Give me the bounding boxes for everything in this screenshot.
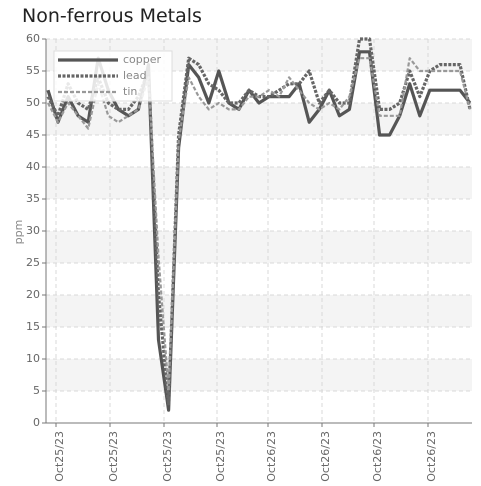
- x-tick-label: Oct26/23: [425, 431, 438, 482]
- y-tick-label: 0: [33, 416, 40, 429]
- legend-label-copper: copper: [123, 53, 162, 66]
- y-tick-label: 45: [26, 128, 40, 141]
- legend: copper lead tin: [54, 51, 172, 101]
- y-tick-label: 55: [26, 64, 40, 77]
- y-tick-label: 35: [26, 192, 40, 205]
- x-tick-label: Oct25/23: [107, 431, 120, 482]
- y-axis-label: ppm: [12, 220, 25, 245]
- x-tick-label: Oct26/23: [371, 431, 384, 482]
- y-tick-label: 15: [26, 320, 40, 333]
- x-tick-label: Oct25/23: [161, 431, 174, 482]
- y-tick-label: 40: [26, 160, 40, 173]
- y-tick-label: 25: [26, 256, 40, 269]
- y-tick-label: 5: [33, 384, 40, 397]
- y-axis-ticks: 0 5 10 15 20 25 30 35 40 45 50 55 60: [26, 32, 46, 429]
- x-tick-label: Oct26/23: [265, 431, 278, 482]
- x-axis-ticks: Oct25/23 Oct25/23 Oct25/23 Oct25/23 Oct26/23…: [53, 423, 438, 482]
- y-tick-label: 30: [26, 224, 40, 237]
- y-tick-label: 60: [26, 32, 40, 45]
- x-tick-label: Oct25/23: [214, 431, 227, 482]
- x-tick-label: Oct26/23: [319, 431, 332, 482]
- legend-label-tin: tin: [123, 85, 137, 98]
- y-tick-label: 10: [26, 352, 40, 365]
- y-tick-label: 50: [26, 96, 40, 109]
- y-tick-label: 20: [26, 288, 40, 301]
- legend-label-lead: lead: [123, 69, 147, 82]
- x-tick-label: Oct25/23: [53, 431, 66, 482]
